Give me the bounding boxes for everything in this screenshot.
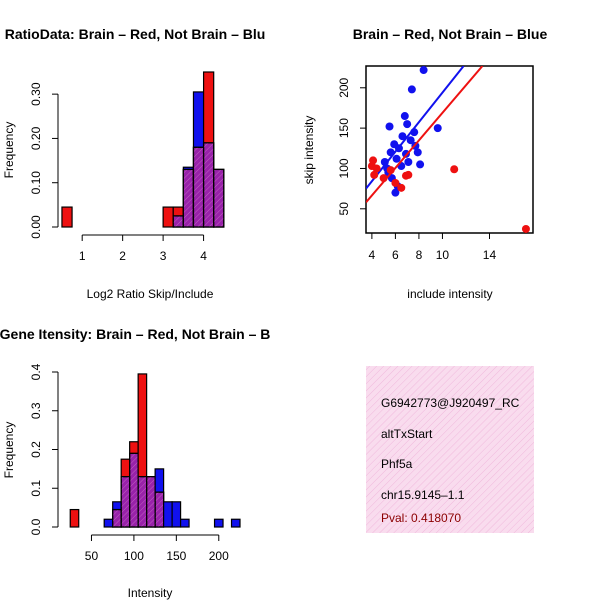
histogram-bar [163,501,173,528]
y-tick-label: 0.10 [29,171,43,195]
info-location: chr15.9145–1.1 [381,488,465,502]
x-tick-label: 50 [85,549,99,563]
scatter-plot-box [365,65,534,234]
histogram-overlap-hatch [172,215,184,228]
ratio-histogram-ylabel: Frequency [2,122,16,179]
info-panel: G6942773@J920497_RC altTxStart Phf5a chr… [366,366,534,533]
x-tick-label: 14 [483,248,497,262]
x-tick-label: 10 [436,248,450,262]
histogram-overlap-hatch [192,146,205,228]
red-fit-line [366,66,484,203]
histogram-overlap-hatch [154,491,165,528]
histogram-bar [69,508,80,528]
blue-point [406,136,415,145]
x-tick-label: 4 [369,248,376,262]
red-point [372,164,381,173]
red-point [397,183,406,192]
x-tick-label: 6 [392,248,399,262]
blue-point [403,120,412,129]
histogram-bar [103,518,114,528]
red-point [404,170,413,179]
intensity-histogram-title: Gene Itensity: Brain – Red, Not Brain – … [0,326,270,342]
x-tick-label: 150 [166,549,186,563]
blue-point [385,122,394,131]
scatter-panel: Brain – Red, Not Brain – Blue include in… [302,26,547,301]
x-tick-label: 1 [79,249,86,263]
y-tick-label: 200 [337,77,351,97]
x-tick-label: 200 [209,549,229,563]
ratio-histogram-xlabel: Log2 Ratio Skip/Include [87,287,214,301]
y-tick-label: 100 [337,158,351,178]
histogram-bar [230,518,241,528]
y-tick-label: 0.0 [29,518,43,535]
x-tick-label: 3 [160,249,167,263]
blue-point [413,148,422,157]
scatter-ylabel: skip intensity [302,116,316,185]
histogram-overlap-hatch [202,142,215,228]
info-id: G6942773@J920497_RC [381,396,520,410]
blue-point [398,132,407,141]
blue-point [416,160,425,169]
red-point [391,178,400,187]
y-tick-label: 150 [337,118,351,138]
y-tick-label: 0.20 [29,126,43,150]
blue-point [407,85,416,94]
histogram-overlap-hatch [213,168,225,228]
blue-fit-line [366,66,465,190]
x-tick-label: 2 [119,249,126,263]
x-tick-label: 8 [416,248,423,262]
histogram-bar [179,518,190,528]
y-tick-label: 0.00 [29,215,43,239]
histogram-overlap-hatch [129,452,139,528]
blue-point [433,124,442,133]
y-tick-label: 50 [337,202,351,216]
y-tick-label: 0.4 [29,363,43,380]
histogram-bar [61,206,73,228]
histogram-overlap-hatch [112,508,122,528]
ratio-histogram-title: RatioData: Brain – Red, Not Brain – Blu [5,26,266,42]
y-tick-label: 0.30 [29,82,43,106]
intensity-histogram-xlabel: Intensity [128,586,173,600]
red-point [450,165,459,174]
blue-point [391,188,400,197]
info-hatch [366,366,534,533]
red-point [369,156,378,165]
red-point [370,170,379,179]
x-tick-label: 100 [124,549,144,563]
histogram-overlap-hatch [182,168,195,228]
scatter-xlabel: include intensity [407,287,492,301]
info-gene: Phf5a [381,457,413,471]
histogram-overlap-hatch [120,476,131,528]
y-tick-label: 0.3 [29,402,43,419]
blue-point [400,112,409,121]
info-type: altTxStart [381,427,433,441]
blue-point [404,158,413,167]
blue-point [419,66,428,75]
histogram-bar [162,206,174,228]
x-tick-label: 4 [200,249,207,263]
scatter-title: Brain – Red, Not Brain – Blue [353,26,548,42]
histogram-overlap-hatch [146,476,156,528]
y-tick-label: 0.1 [29,480,43,497]
intensity-histogram-ylabel: Frequency [2,422,16,479]
info-pval: Pval: 0.418070 [381,511,461,525]
red-point [521,224,530,233]
histogram-overlap-hatch [137,476,148,528]
y-tick-label: 0.2 [29,441,43,458]
histogram-bar [171,501,182,528]
ratio-histogram-panel: RatioData: Brain – Red, Not Brain – Blu … [2,26,265,301]
blue-point [392,154,401,163]
histogram-bar [213,518,224,528]
intensity-histogram-panel: Gene Itensity: Brain – Red, Not Brain – … [0,326,270,600]
